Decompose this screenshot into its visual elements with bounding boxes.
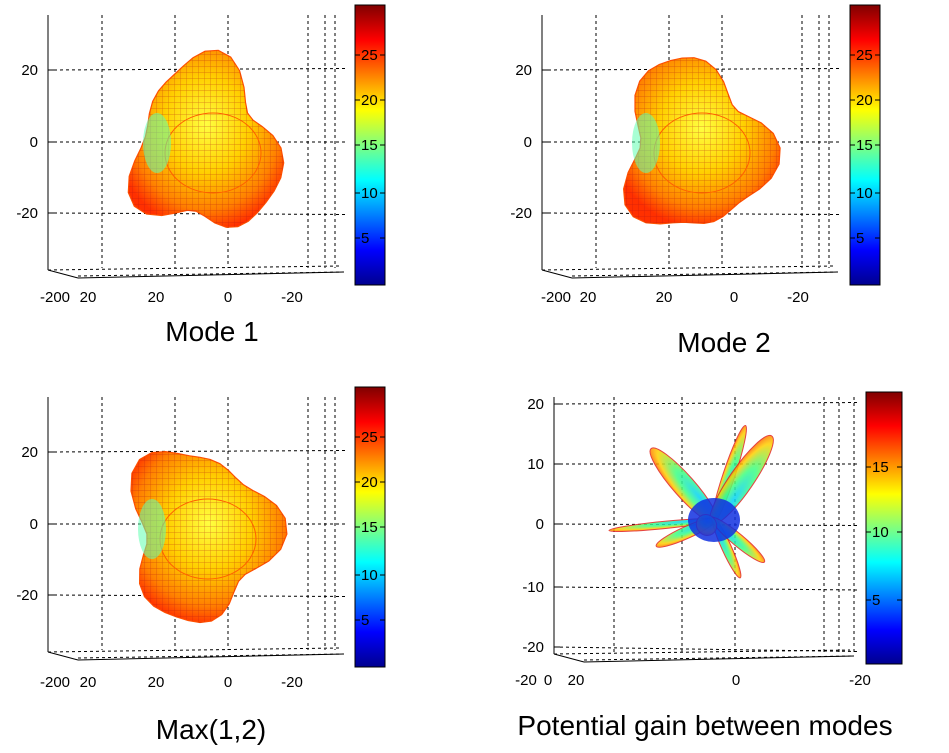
x-tick-label: 20 <box>656 289 673 306</box>
z-tick-label: 20 <box>515 62 532 79</box>
y-axis-line <box>583 655 855 663</box>
floor-line <box>541 265 835 271</box>
x-axis-line <box>553 653 585 663</box>
colorbar: 15 10 5 <box>865 391 903 665</box>
colorbar-tick-label: 15 <box>361 519 378 536</box>
floor-line <box>571 271 839 277</box>
x-tick-label: 0 <box>732 672 740 689</box>
x-axis-line <box>47 651 79 661</box>
z-tick-label: -20 <box>522 639 544 656</box>
floor-line <box>47 647 341 653</box>
y-axis-line <box>571 271 839 279</box>
x-tick-label: 20 <box>580 289 597 306</box>
x-tick-label: -20 <box>515 672 537 689</box>
z-tick-label: 0 <box>30 134 38 151</box>
colorbar-tick-label: 15 <box>361 137 378 154</box>
caption-potential-gain: Potential gain between modes <box>517 710 892 741</box>
colorbar-tick-label: 5 <box>856 230 864 247</box>
x-tick-label: -200 <box>40 289 70 306</box>
chart-mode-1: 20 0 -20 -200 20 20 0 -20 25 20 15 10 5 <box>16 4 386 306</box>
surface-cool-patch <box>138 499 166 559</box>
colorbar-tick-label: 5 <box>872 592 880 609</box>
z-grid-line <box>47 212 349 215</box>
colorbar-tick-label: 10 <box>856 185 873 202</box>
z-grid-line <box>553 586 859 591</box>
chart-max-1-2: 20 0 -20 -200 20 20 0 -20 25 20 15 10 5 <box>16 386 386 691</box>
colorbar-tick-label: 10 <box>872 524 889 541</box>
colorbar-tick-label: 25 <box>361 429 378 446</box>
surface-mesh <box>623 57 781 224</box>
x-tick-label: 20 <box>148 289 165 306</box>
colorbar-tick-label: 25 <box>856 47 873 64</box>
colorbar-tick-label: 10 <box>361 185 378 202</box>
colorbar-gradient <box>865 391 903 665</box>
z-tick-label: -10 <box>522 579 544 596</box>
x-tick-label: -20 <box>787 289 809 306</box>
floor-line <box>77 271 345 277</box>
surface-core <box>688 498 740 542</box>
surface-cool-patch <box>632 113 660 173</box>
x-tick-label: 20 <box>80 289 97 306</box>
colorbar: 25 20 15 10 5 <box>849 4 881 286</box>
z-tick-label: 0 <box>524 134 532 151</box>
floor-line <box>47 265 341 271</box>
z-grid-line <box>47 450 349 453</box>
x-tick-label: 20 <box>148 674 165 691</box>
x-tick-label: -200 <box>541 289 571 306</box>
z-tick-label: 0 <box>30 516 38 533</box>
colorbar-tick-label: 20 <box>856 92 873 109</box>
colorbar-tick-label: 15 <box>872 459 889 476</box>
colorbar-tick-label: 15 <box>856 137 873 154</box>
colorbar-tick-label: 10 <box>361 567 378 584</box>
x-axis-line <box>47 269 79 279</box>
colorbar: 25 20 15 10 5 <box>354 386 386 668</box>
x-tick-label: -20 <box>281 289 303 306</box>
z-tick-label: 20 <box>21 62 38 79</box>
x-axis-line <box>541 269 573 279</box>
colorbar-tick-label: 5 <box>361 230 369 247</box>
caption-mode-2: Mode 2 <box>677 327 770 358</box>
z-tick-label: -20 <box>16 205 38 222</box>
x-tick-label: -200 <box>40 674 70 691</box>
surface-mesh <box>131 451 287 623</box>
floor-line <box>553 649 851 655</box>
colorbar-tick-label: 5 <box>361 612 369 629</box>
chart-mode-2: 20 0 -20 -200 20 20 0 -20 25 20 15 10 5 <box>510 4 881 306</box>
surface-cool-patch <box>143 113 171 173</box>
x-tick-label: 20 <box>80 674 97 691</box>
caption-max-1-2: Max(1,2) <box>156 714 266 745</box>
y-axis-line <box>77 271 345 279</box>
z-tick-label: 10 <box>527 456 544 473</box>
z-tick-label: 0 <box>536 516 544 533</box>
colorbar-tick-label: 20 <box>361 474 378 491</box>
x-tick-label: 0 <box>224 674 232 691</box>
z-tick-label: -20 <box>16 587 38 604</box>
z-grid-line <box>553 402 859 405</box>
y-axis-line <box>77 653 345 661</box>
caption-mode-1: Mode 1 <box>165 316 258 347</box>
x-tick-label: 0 <box>224 289 232 306</box>
z-tick-label: 20 <box>527 396 544 413</box>
x-tick-label: -20 <box>281 674 303 691</box>
floor-line <box>77 653 345 659</box>
z-tick-label: -20 <box>510 205 532 222</box>
x-tick-label: 20 <box>568 672 585 689</box>
colorbar-tick-label: 20 <box>361 92 378 109</box>
colorbar-tick-label: 25 <box>361 47 378 64</box>
colorbar: 25 20 15 10 5 <box>354 4 386 286</box>
z-tick-label: 20 <box>21 444 38 461</box>
x-tick-label: -20 <box>849 672 871 689</box>
x-tick-label: 0 <box>544 672 552 689</box>
x-tick-label: 0 <box>730 289 738 306</box>
